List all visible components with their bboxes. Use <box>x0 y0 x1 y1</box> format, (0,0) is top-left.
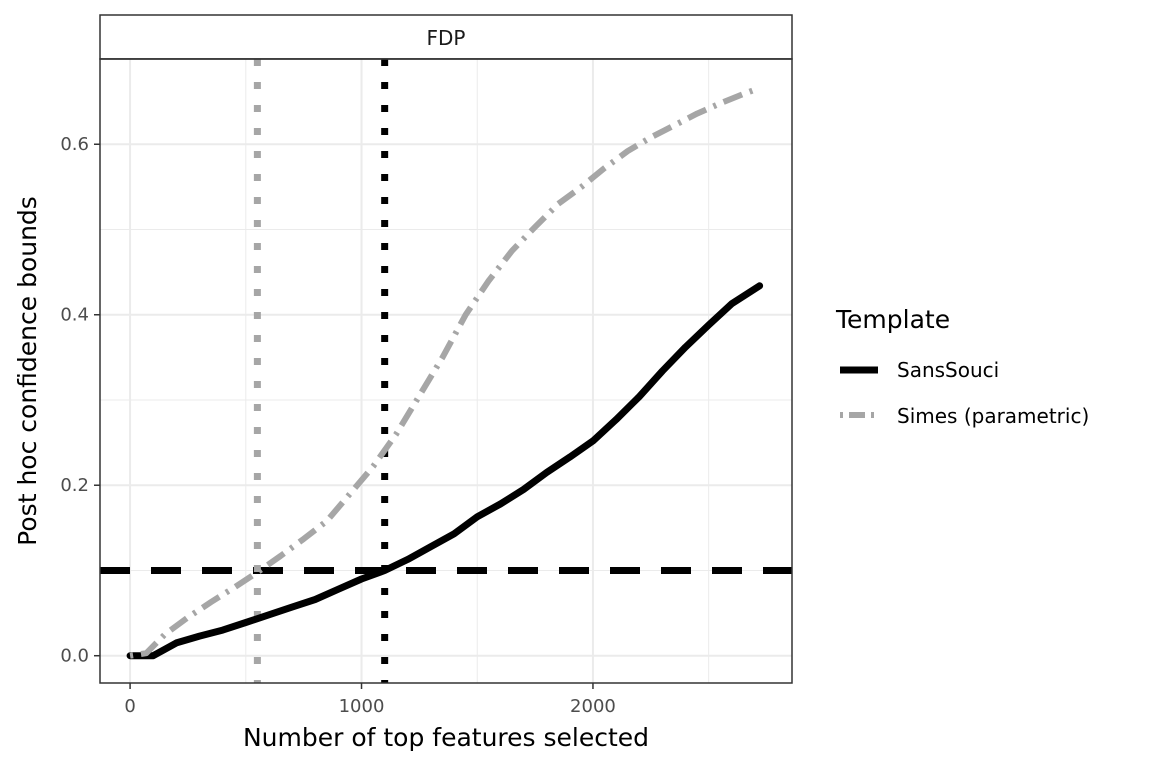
y-tick-label-3: 0.6 <box>60 134 89 155</box>
series-line-1 <box>129 85 761 659</box>
legend-title: Template <box>835 305 950 334</box>
y-tick-label-0: 0.0 <box>60 646 89 667</box>
plot-panel-background <box>100 59 792 683</box>
y-tick-label-1: 0.2 <box>60 475 89 496</box>
legend-label-simes: Simes (parametric) <box>897 404 1089 428</box>
series-line-0 <box>126 282 764 660</box>
legend: Template SansSouci Simes (parametric) <box>835 305 1089 428</box>
x-axis-title: Number of top features selected <box>243 723 649 752</box>
x-tick-label-1: 1000 <box>339 696 385 717</box>
facet-strip <box>99 14 793 60</box>
legend-keys <box>840 366 878 418</box>
x-tick-label-2: 2000 <box>570 696 616 717</box>
axis-ticks: 0 1000 2000 0.0 0.2 0.4 0.6 <box>60 134 616 717</box>
reference-lines <box>100 59 792 683</box>
facet-strip-label: FDP <box>427 26 466 50</box>
series-lines <box>126 85 764 660</box>
legend-label-sanssouci: SansSouci <box>897 358 999 382</box>
y-axis-title: Post hoc confidence bounds <box>13 196 42 546</box>
x-tick-label-0: 0 <box>124 696 135 717</box>
y-tick-label-2: 0.4 <box>60 305 89 326</box>
